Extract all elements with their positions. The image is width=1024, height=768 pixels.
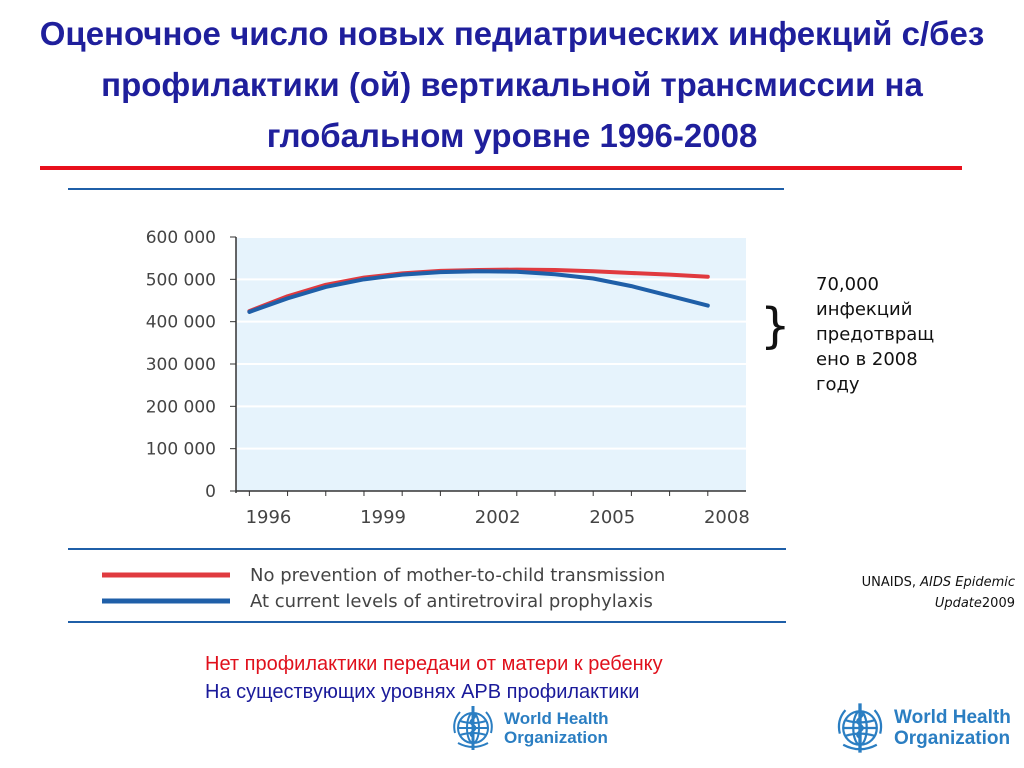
x-tick-label: 2002 [475,507,521,528]
x-tick-label: 1996 [246,507,292,528]
russian-legend: Нет профилактики передачи от матери к ре… [205,650,825,706]
y-tick-label: 100 000 [146,440,216,460]
source-year: 2009 [981,596,1015,611]
legend-top-rule [68,548,786,550]
x-tick-label: 1999 [360,507,406,528]
savings-annotation: 70,000 инфекций предотвращ ено в 2008 го… [816,274,935,395]
series-line-2 [247,269,710,314]
series-lines [247,267,710,314]
who-logo-text: World Health Organization [894,707,1011,749]
legend-blue-label: На существующих уровнях АРВ профилактики [205,681,640,703]
legend-red-label: Нет профилактики передачи от матери к ре… [205,653,663,675]
y-tick-label: 200 000 [146,397,216,417]
source-org: UNAIDS, [861,575,921,590]
legend-bottom-rule [68,621,786,623]
gridlines [236,236,746,450]
who-logo-right: World Health Organization [832,702,1011,754]
y-tick-label: 500 000 [146,270,216,290]
page-title: Оценочное число новых педиатрических инф… [39,15,985,154]
who-logo-center: World Health Organization [448,702,609,754]
x-axis: 1996 1999 2002 2005 2008 [236,490,750,528]
brace-icon: } [760,298,791,354]
source-citation: UNAIDS, AIDS Epidemic Update2009 [790,572,1015,614]
x-tick-label: 2005 [589,507,635,528]
chart-top-rule [68,188,784,190]
legend-label-1: No prevention of mother-to-child transmi… [250,565,665,586]
chart-legend: No prevention of mother-to-child transmi… [102,565,665,612]
y-tick-label: 400 000 [146,313,216,333]
y-tick-label: 300 000 [146,355,216,375]
who-emblem-icon [453,706,493,750]
title-underline [40,166,962,170]
who-logo-text: World Health Organization [504,709,609,747]
y-tick-label: 600 000 [146,228,216,248]
source-title: AIDS Epidemic Update [920,575,1015,611]
line-chart: 0 100 000 200 000 300 000 400 000 500 000 600 … [146,228,750,528]
y-tick-label: 0 [205,482,216,502]
x-tick-label: 2008 [704,507,750,528]
who-emblem-icon [837,703,883,753]
y-axis: 0 100 000 200 000 300 000 400 000 500 000 600 … [146,228,237,502]
legend-label-2: At current levels of antiretroviral prop… [250,591,653,612]
